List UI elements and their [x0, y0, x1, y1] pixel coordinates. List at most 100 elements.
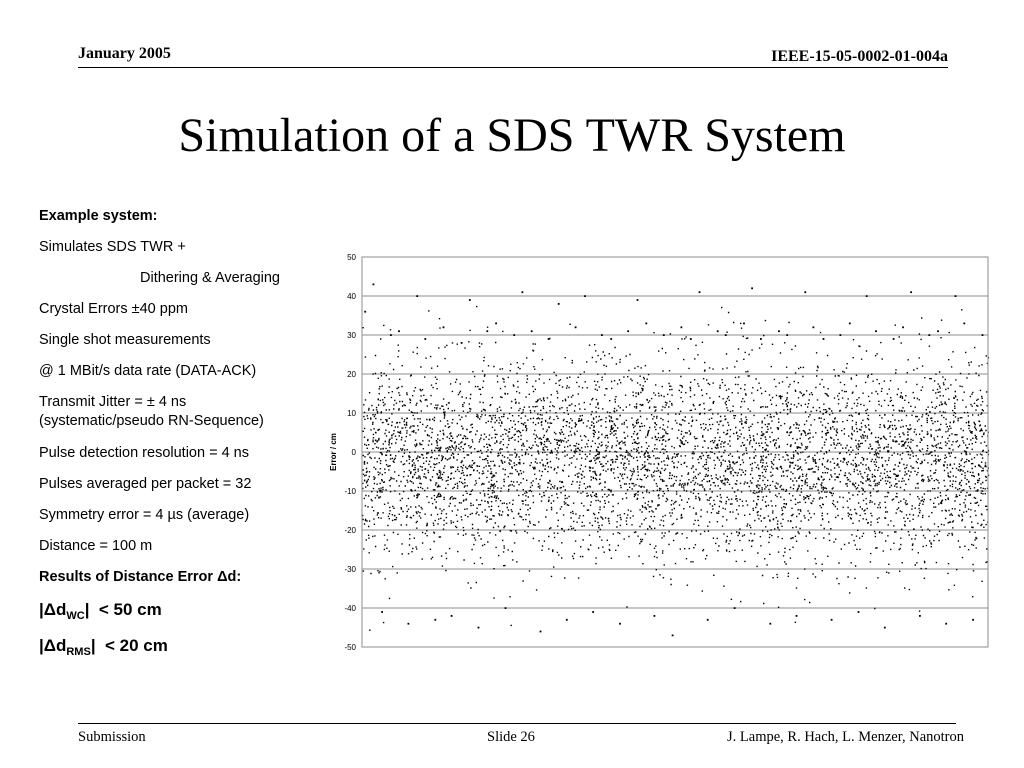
scatter-point — [830, 618, 833, 621]
y-tick-label: 30 — [347, 331, 356, 340]
slide-title: Simulation of a SDS TWR System — [178, 109, 846, 162]
scatter-point — [786, 334, 789, 336]
scatter-point — [416, 295, 419, 297]
scatter-point — [760, 338, 762, 340]
scatter-point — [680, 326, 683, 329]
footer-submission: Submission — [78, 729, 146, 745]
footer-divider — [78, 723, 956, 724]
y-tick-label: 50 — [347, 253, 356, 262]
scatter-point — [689, 338, 692, 340]
scatter-point — [822, 338, 825, 340]
scatter-point — [645, 322, 648, 325]
scatter-point — [919, 615, 921, 617]
bullet-jitter: Transmit Jitter = ± 4 ns — [39, 394, 187, 410]
result-rms-prefix: |Δd — [39, 636, 67, 655]
header-date: January 2005 — [78, 45, 171, 62]
scatter-point — [865, 295, 868, 297]
scatter-point — [910, 291, 912, 294]
scatter-point — [565, 618, 568, 621]
scatter-point — [468, 299, 471, 301]
scatter-point — [812, 326, 815, 329]
scatter-point — [751, 287, 753, 290]
result-rms-subscript: RMS — [66, 646, 91, 658]
result-rms-value: | < 20 cm — [90, 636, 168, 655]
y-tick-label: -50 — [344, 643, 356, 652]
y-tick-label: 20 — [347, 370, 356, 379]
bullet-pulse-resolution: Pulse detection resolution = 4 ns — [39, 445, 249, 461]
scatter-point — [653, 615, 656, 617]
scatter-point — [547, 338, 550, 340]
results-label: Results of Distance Error Δd: — [39, 569, 242, 585]
scatter-point — [804, 291, 807, 294]
scatter-point — [706, 618, 709, 621]
scatter-point — [636, 299, 639, 301]
footer-authors: J. Lampe, R. Hach, L. Menzer, Nanotron — [727, 729, 964, 745]
chart-points — [364, 283, 984, 637]
scatter-point — [364, 310, 367, 313]
scatter-point — [954, 295, 957, 297]
scatter-point — [477, 626, 480, 629]
scatter-cloud — [362, 305, 990, 631]
chart-y-axis-label: Error / cm — [329, 433, 338, 471]
footer-slide-number: Slide 26 — [487, 729, 535, 745]
result-worst-case: |ΔdWC| < 50 cm — [39, 601, 162, 625]
scatter-point — [662, 334, 665, 336]
scatter-point — [557, 303, 560, 305]
scatter-point — [513, 334, 516, 336]
bullet-simulates: Simulates SDS TWR + — [39, 239, 186, 255]
scatter-point — [601, 334, 603, 336]
scatter-point — [716, 330, 719, 333]
scatter-point — [875, 330, 877, 333]
scatter-point — [945, 622, 948, 625]
y-tick-label: -30 — [344, 565, 356, 574]
scatter-point — [486, 330, 489, 333]
chart-point-cloud — [362, 305, 990, 631]
y-tick-label: 0 — [352, 448, 357, 457]
scatter-point — [892, 338, 895, 340]
scatter-point — [504, 607, 507, 609]
scatter-point — [883, 626, 886, 629]
scatter-point — [769, 622, 772, 625]
scatter-point — [584, 295, 586, 297]
bullet-symmetry: Symmetry error = 4 µs (average) — [39, 507, 250, 523]
scatter-point — [372, 283, 375, 286]
scatter-point — [434, 618, 437, 621]
bullet-data-rate: @ 1 MBit/s data rate (DATA-ACK) — [39, 363, 257, 379]
chart-plot-frame — [361, 256, 989, 648]
scatter-point — [450, 615, 453, 617]
scatter-point — [592, 611, 594, 613]
scatter-point — [698, 291, 701, 294]
scatter-point — [981, 334, 984, 336]
result-wc-prefix: |Δd — [39, 600, 67, 619]
scatter-point — [963, 322, 966, 325]
scatter-point — [778, 330, 780, 333]
y-tick-label: -20 — [344, 526, 356, 535]
scatter-point — [724, 334, 727, 336]
scatter-point — [521, 291, 524, 294]
scatter-point — [848, 322, 851, 325]
y-tick-label: -40 — [344, 604, 356, 613]
header-document-id: IEEE-15-05-0002-01-004a — [771, 48, 948, 65]
scatter-point — [398, 330, 400, 333]
y-tick-label: 10 — [347, 409, 356, 418]
scatter-point — [972, 618, 974, 621]
chart-y-tick-labels: -50 -40 -30 -20 -10 0 10 20 30 40 50 — [344, 253, 356, 652]
y-tick-label: -10 — [344, 487, 356, 496]
scatter-point — [795, 615, 798, 617]
result-rms: |ΔdRMS| < 20 cm — [39, 637, 168, 661]
scatter-point — [442, 326, 445, 329]
header-divider — [78, 67, 948, 68]
scatter-point — [733, 607, 736, 609]
bullet-distance: Distance = 100 m — [39, 538, 153, 554]
scatter-point — [530, 330, 533, 333]
scatter-point — [619, 622, 621, 625]
bullet-pulses-averaged: Pulses averaged per packet = 32 — [39, 476, 252, 492]
scatter-point — [495, 322, 497, 325]
scatter-point — [539, 630, 542, 633]
scatter-point — [743, 322, 745, 325]
bullet-dithering: Dithering & Averaging — [140, 270, 280, 286]
scatter-point — [857, 611, 860, 613]
scatter-point — [839, 334, 842, 336]
scatter-point — [610, 338, 613, 340]
example-system-label: Example system: — [39, 208, 158, 224]
